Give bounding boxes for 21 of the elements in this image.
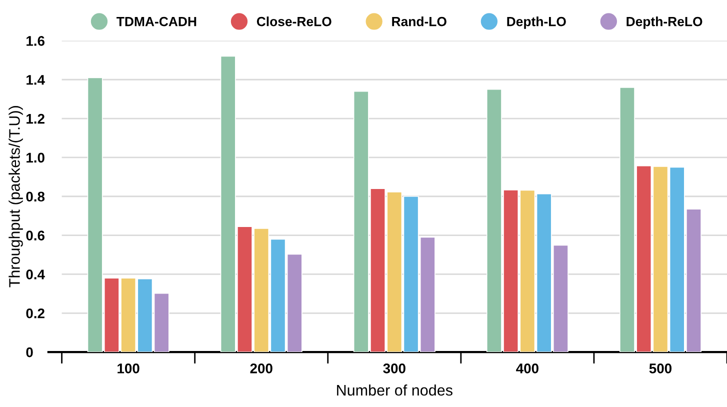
y-tick-label: 0.8 <box>26 192 45 202</box>
legend-label: Close-ReLO <box>256 16 332 26</box>
legend-label: TDMA-CADH <box>116 16 196 26</box>
y-tick-label: 0.2 <box>26 308 44 318</box>
y-axis-title: Throughput (packets/(T.U)) <box>8 106 23 288</box>
y-tick-label: 1.0 <box>26 152 44 163</box>
y-tick-label: 1.6 <box>26 36 44 46</box>
x-axis-title: Number of nodes <box>337 384 452 396</box>
legend-label: Rand-LO <box>392 16 446 26</box>
x-tick-label: 300 <box>383 364 406 374</box>
x-tick-label: 100 <box>118 364 140 374</box>
x-tick-label: 400 <box>516 364 538 374</box>
y-tick-label: 1.4 <box>26 75 45 85</box>
y-tick-label: 0.6 <box>26 230 44 240</box>
legend-label: Depth-LO <box>507 16 566 29</box>
x-tick-label: 200 <box>250 364 272 374</box>
y-tick-label: 0 <box>26 347 33 358</box>
y-tick-label: 0.4 <box>26 270 45 280</box>
y-tick-label: 1.2 <box>26 114 44 124</box>
x-tick-label: 500 <box>649 364 672 374</box>
legend-label: Depth-ReLO <box>626 16 702 29</box>
